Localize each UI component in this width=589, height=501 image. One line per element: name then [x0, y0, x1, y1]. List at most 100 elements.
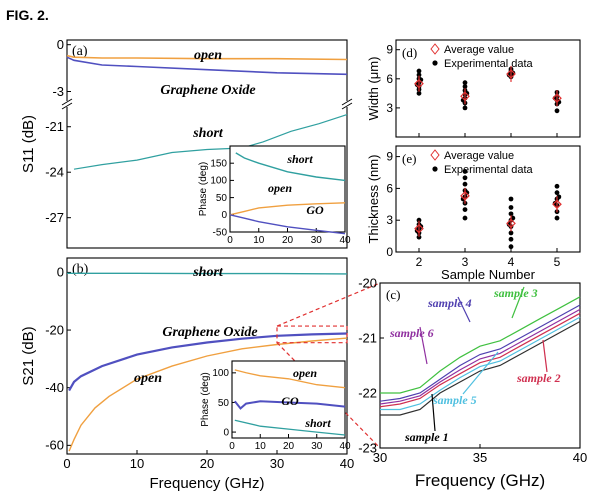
series-open-line: [66, 54, 348, 61]
figure-label: FIG. 2.: [6, 7, 49, 23]
y-tick-label: 3: [386, 213, 393, 227]
data-point: [462, 169, 468, 174]
inset-series-open-line: [234, 369, 346, 389]
series-sample-4-line: [379, 304, 581, 402]
panel-b: 0 10 20 30 40 0 -20 -40 -60 S21 (dB) Frequency (GH…: [20, 257, 381, 492]
data-point: [464, 190, 470, 196]
y-tick-label: -40: [45, 380, 64, 395]
sample-leader-line: [457, 296, 471, 323]
x-tick-label: 20: [200, 456, 214, 471]
axis-break-mark: [341, 98, 353, 106]
y-tick-label: 150: [210, 159, 227, 170]
annotation-short: short: [192, 126, 224, 141]
panel-label: (d): [402, 45, 417, 60]
plot-frame: [395, 145, 581, 253]
y-tick-label: -3: [52, 84, 64, 99]
inset-annotation-open: open: [268, 181, 292, 195]
x-axis-label: Sample Number: [441, 267, 536, 282]
y-axis-label: Thickness (nm): [366, 155, 381, 244]
sample-leader-line: [419, 326, 428, 365]
axis-break-mark: [341, 102, 353, 110]
panel-label: (a): [72, 44, 88, 59]
x-tick-label: 20: [282, 235, 294, 246]
y-tick-label: 3: [386, 101, 393, 115]
data-point: [462, 84, 468, 89]
y-tick-label: 0: [223, 427, 229, 438]
x-tick-label: 4: [508, 255, 515, 269]
y-tick-label: 6: [386, 72, 393, 86]
series-label: sample 6: [389, 326, 434, 340]
x-tick-label: 5: [554, 255, 561, 269]
panel-label: (e): [402, 151, 416, 166]
y-tick-label: 0: [221, 210, 227, 221]
x-tick-label: 40: [573, 450, 587, 465]
legend-label: Experimental data: [444, 164, 534, 176]
data-point: [554, 215, 560, 221]
x-tick-label: 40: [340, 456, 354, 471]
data-point: [508, 196, 514, 202]
y-tick-label: -22: [358, 385, 377, 400]
data-point: [462, 105, 468, 111]
x-tick-label: 30: [311, 235, 323, 246]
inset-series-short-line: [235, 152, 346, 182]
annotation-open: open: [194, 48, 222, 63]
y-tick-label: 50: [216, 193, 228, 204]
inset-series-short-line: [234, 419, 346, 436]
x-tick-label: 20: [283, 441, 295, 452]
panel-label: (c): [386, 287, 400, 302]
data-point: [462, 207, 468, 213]
x-tick-label: 30: [311, 441, 323, 452]
data-point: [416, 234, 422, 240]
data-point: [554, 183, 560, 189]
legend-data-marker: [432, 60, 438, 66]
y-tick-label: 0: [386, 245, 393, 259]
sample-leader-line: [431, 393, 436, 432]
series-short-line: [73, 114, 348, 170]
y-tick-label: 9: [386, 43, 393, 57]
series-sample-6-line: [379, 308, 581, 405]
x-tick-label: 30: [373, 450, 387, 465]
series-sample-2-line: [379, 312, 581, 408]
y-axis-label: Width (μm): [366, 57, 381, 121]
y-tick-label: -21: [358, 330, 377, 345]
sample-leader-line: [542, 339, 548, 373]
x-tick-label: 40: [339, 235, 351, 246]
y-tick-label: -60: [45, 438, 64, 453]
data-point: [508, 236, 514, 242]
y-axis-label: Phase (deg): [200, 372, 211, 426]
series-graphene_oxide-line: [66, 56, 348, 76]
sample-leader-line: [511, 286, 525, 319]
y-tick-label: 6: [386, 181, 393, 195]
panel-label: (b): [72, 262, 89, 277]
panel-c: 30 35 40 -20 -21 -22 -23 Frequency (GHz) (c) samp…: [358, 275, 587, 490]
data-point: [462, 181, 468, 187]
x-tick-label: 0: [227, 235, 233, 246]
y-tick-label: 50: [218, 398, 230, 409]
data-point: [508, 230, 514, 236]
inset-annotation-short: short: [304, 416, 331, 430]
legend-average-marker: [430, 149, 440, 161]
zoom-connector-top: [276, 282, 381, 327]
legend-label: Average value: [444, 44, 514, 56]
series-label: sample 3: [493, 286, 538, 300]
data-point: [462, 80, 468, 86]
x-tick-label: 0: [63, 456, 70, 471]
data-point: [462, 175, 468, 181]
y-axis-label: S21 (dB): [20, 326, 37, 385]
plot-frame: [395, 39, 581, 138]
y-tick-label: -23: [358, 440, 377, 455]
series-open-line: [68, 337, 348, 452]
x-tick-label: 10: [253, 235, 265, 246]
y-tick-label: -50: [213, 227, 228, 238]
y-tick-label: -20: [358, 275, 377, 290]
data-point: [462, 215, 468, 221]
y-tick-label: 0: [57, 37, 64, 52]
plot-frame: [66, 39, 348, 249]
zoom-box: [276, 325, 348, 344]
y-tick-label: 100: [210, 176, 227, 187]
y-tick-label: -24: [45, 165, 64, 180]
x-tick-label: 3: [462, 255, 469, 269]
x-tick-label: 30: [270, 456, 284, 471]
panel-e: 0 3 6 9 2 3 4 5 Sample Number Thickness (nm) (e) Av…: [366, 145, 581, 282]
